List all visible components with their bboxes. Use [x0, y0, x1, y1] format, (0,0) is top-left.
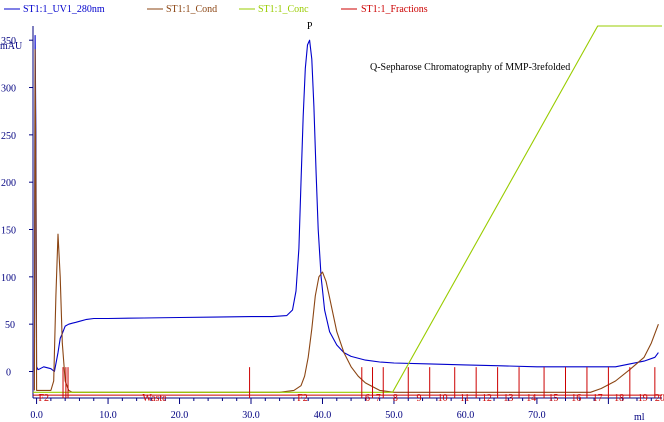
- fraction-label: 14: [526, 393, 536, 404]
- fraction-label: 13: [503, 393, 513, 404]
- fraction-label: 17: [593, 393, 603, 404]
- y-ticks: 0 50 100 150 200 250 300 350: [1, 36, 33, 378]
- y-tick-label: 350: [1, 36, 16, 47]
- fraction-layer: F2 Waste F2 6 7 8 9 10 11 12 13 14 15 16 17 18 19 20: [33, 367, 664, 404]
- fraction-label: 10: [438, 393, 448, 404]
- x-tick-label: 70.0: [528, 410, 546, 421]
- chart-title: Q-Sepharose Chromatography of MMP-3refol…: [370, 62, 570, 73]
- y-tick-label: 100: [1, 273, 16, 284]
- x-tick-label: 20.0: [171, 410, 189, 421]
- fraction-label: 16: [571, 393, 581, 404]
- legend-item-conc: ST1:1_Conc: [239, 4, 309, 15]
- legend-item-fractions: ST1:1_Fractions: [341, 4, 428, 15]
- fraction-label: 12: [482, 393, 492, 404]
- x-axis-label: ml: [634, 412, 645, 422]
- fraction-label: 11: [460, 393, 470, 404]
- y-tick-label: 0: [6, 367, 11, 378]
- x-tick-label: 50.0: [385, 410, 403, 421]
- legend-item-cond: ST1:1_Cond: [147, 4, 217, 15]
- x-tick-label: 10.0: [99, 410, 117, 421]
- legend-label-conc: ST1:1_Conc: [258, 4, 309, 15]
- y-tick-label: 250: [1, 131, 16, 142]
- fraction-label: 19: [638, 393, 648, 404]
- x-tick-label: 0.0: [30, 410, 43, 421]
- legend-label-uv: ST1:1_UV1_280nm: [23, 4, 105, 15]
- fraction-label: F2: [297, 393, 308, 404]
- peak-label: P: [307, 21, 313, 32]
- x-tick-label: 40.0: [314, 410, 332, 421]
- y-axis-label: mAU: [0, 41, 23, 52]
- legend-label-cond: ST1:1_Cond: [166, 4, 217, 15]
- y-tick-label: 200: [1, 178, 16, 189]
- fraction-label: Waste: [142, 393, 167, 404]
- series-line-1: [33, 49, 659, 393]
- x-tick-label: 60.0: [457, 410, 475, 421]
- y-tick-label: 150: [1, 226, 16, 237]
- fraction-label: F2: [38, 393, 49, 404]
- y-tick-label: 300: [1, 84, 16, 95]
- x-ticks: 0.0 10.0 20.0 30.0 40.0 50.0 60.0 70.0: [30, 398, 652, 421]
- fraction-label: 6: [365, 393, 370, 404]
- fraction-label: 9: [416, 393, 421, 404]
- x-tick-label: 30.0: [242, 410, 260, 421]
- fraction-label: 7: [376, 393, 381, 404]
- legend: ST1:1_UV1_280nm ST1:1_Cond ST1:1_Conc ST…: [4, 4, 428, 15]
- legend-label-fractions: ST1:1_Fractions: [361, 4, 428, 15]
- series-layer: [33, 25, 662, 393]
- fraction-label: 20: [655, 393, 664, 404]
- fraction-label: 18: [614, 393, 624, 404]
- fraction-label: 15: [548, 393, 558, 404]
- legend-item-uv: ST1:1_UV1_280nm: [4, 4, 105, 15]
- fraction-label: 8: [393, 393, 398, 404]
- series-line-0: [33, 34, 659, 373]
- y-tick-label: 50: [5, 320, 15, 331]
- series-line-2: [33, 25, 662, 393]
